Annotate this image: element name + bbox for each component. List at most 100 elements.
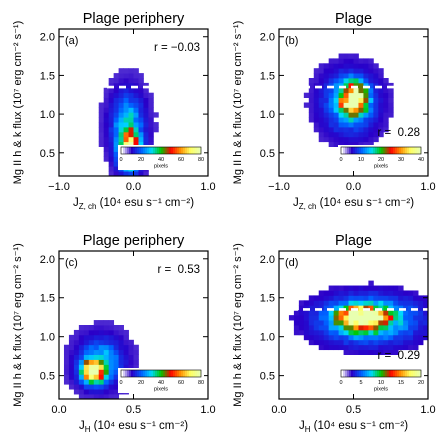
heatmap-cell [113, 349, 119, 355]
heatmap-cell [328, 82, 335, 89]
heatmap-cell [308, 334, 315, 341]
heatmap-cell [83, 364, 90, 370]
heatmap-cell [318, 122, 325, 128]
heatmap-cell [418, 339, 424, 346]
heatmap-cell [153, 122, 159, 128]
heatmap-cell [368, 349, 374, 355]
heatmap-cell [328, 325, 335, 331]
heatmap-cell [388, 310, 394, 316]
heatmap-cell [83, 339, 90, 346]
colorbar-swatch [159, 370, 162, 377]
heatmap-cell [358, 300, 364, 306]
heatmap-cell [308, 329, 315, 336]
y-axis-label: Mg II h & k flux (10⁷ erg cm⁻² s⁻¹) [12, 21, 24, 185]
colorbar-swatch [395, 370, 398, 377]
heatmap-cell [373, 78, 379, 84]
heatmap-cell [128, 68, 134, 74]
heatmap-cell [368, 78, 374, 84]
heatmap-cell [98, 359, 105, 365]
heatmap-cell [388, 325, 394, 331]
heatmap-cell [318, 339, 325, 346]
heatmap-cell [373, 92, 379, 98]
x-tick-label: 0.5 [126, 404, 141, 416]
colorbar-swatch [179, 370, 182, 377]
heatmap-cell [303, 329, 310, 336]
heatmap-cell [328, 344, 335, 351]
colorbar-swatch [375, 147, 378, 154]
heatmap-cell [328, 310, 335, 316]
heatmap-cell [113, 87, 119, 94]
heatmap-cell [143, 102, 149, 108]
heatmap-cell [118, 78, 124, 84]
heatmap-cell [113, 344, 119, 351]
y-tick-label: 0.5 [260, 148, 275, 160]
heatmap-cell [378, 102, 384, 108]
heatmap-cell [358, 141, 364, 147]
heatmap-cell [133, 364, 139, 370]
heatmap-cell [333, 68, 339, 74]
heatmap-cell [368, 73, 374, 79]
colorbar-swatch [163, 370, 166, 377]
heatmap-cell [413, 320, 419, 326]
heatmap-cell [363, 295, 369, 301]
heatmap-cell [358, 102, 364, 108]
colorbar-swatch [181, 370, 184, 377]
heatmap-cell [333, 329, 339, 336]
heatmap-cell [343, 122, 349, 128]
heatmap-cell [298, 310, 305, 316]
colorbar-swatch [179, 147, 182, 154]
heatmap-cell [343, 97, 349, 103]
colorbar-swatch [393, 370, 396, 377]
heatmap-cell [363, 300, 369, 306]
heatmap-cell [358, 320, 364, 326]
heatmap-cell [358, 305, 364, 311]
heatmap-cell [373, 73, 379, 79]
heatmap-cell [333, 63, 339, 69]
x-axis-label: JZ, ch (10⁴ esu s⁻¹ cm⁻²) [293, 197, 414, 211]
heatmap-cell [118, 141, 124, 147]
heatmap-cell [113, 354, 119, 360]
heatmap-cell [368, 136, 374, 143]
heatmap-cell [133, 97, 139, 103]
colorbar-swatch [149, 370, 152, 377]
heatmap-cell [103, 146, 110, 152]
heatmap-cell [378, 73, 384, 79]
heatmap-cell [348, 102, 354, 108]
heatmap-cell [118, 364, 124, 370]
colorbar-swatch [373, 370, 376, 377]
heatmap-cell [123, 117, 129, 123]
heatmap-cell [363, 285, 369, 291]
x-tick-label: 0.0 [346, 181, 361, 193]
heatmap-cell [388, 102, 394, 108]
heatmap-cell [73, 364, 80, 370]
heatmap-cell [318, 315, 325, 321]
heatmap-cell [373, 82, 379, 89]
heatmap-cell [93, 384, 100, 390]
heatmap-cell [328, 63, 335, 69]
heatmap-cell [103, 117, 110, 123]
colorbar-frame [340, 146, 422, 155]
heatmap-cell [103, 127, 110, 133]
heatmap-cell [398, 305, 404, 311]
heatmap-cell [108, 78, 115, 84]
heatmap-cell [333, 58, 339, 64]
colorbar-tick-label: 5 [359, 380, 362, 386]
heatmap-cell [363, 87, 369, 94]
heatmap-cell [358, 290, 364, 296]
heatmap-cell [383, 107, 389, 113]
colorbar-swatch [155, 370, 158, 377]
heatmap-cell [328, 68, 335, 74]
heatmap-cell [93, 364, 100, 370]
heatmap-cell [323, 315, 330, 321]
heatmap-cell [363, 131, 369, 138]
heatmap-cell [88, 349, 95, 355]
heatmap-cell [363, 136, 369, 143]
heatmap-cell [113, 369, 119, 375]
heatmap-cell [338, 329, 344, 336]
heatmap-cell [333, 310, 339, 316]
heatmap-cell [313, 97, 320, 103]
heatmap-cell [348, 305, 354, 311]
heatmap-cell [113, 161, 119, 167]
heatmap-cell [378, 127, 384, 133]
heatmap-cell [358, 112, 364, 118]
